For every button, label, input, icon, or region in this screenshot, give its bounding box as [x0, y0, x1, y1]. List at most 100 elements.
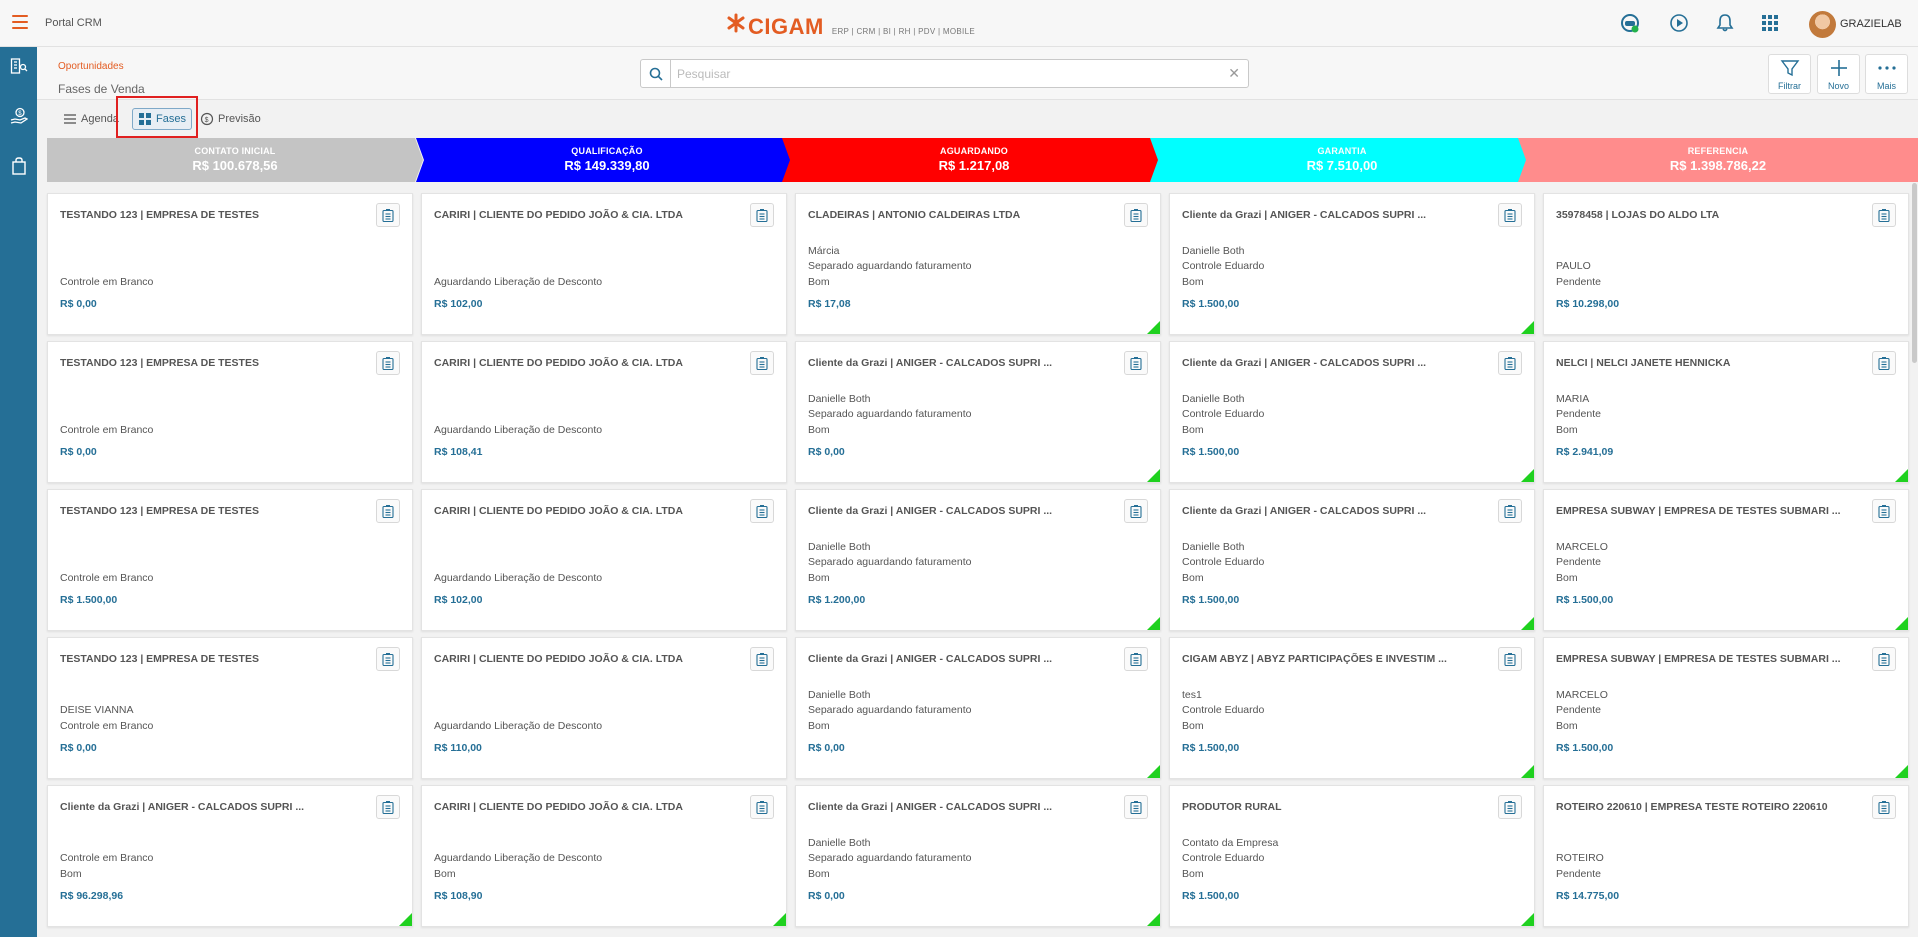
opportunity-card[interactable]: Cliente da Grazi | ANIGER - CALCADOS SUP…	[1169, 193, 1535, 335]
card-title: CIGAM ABYZ | ABYZ PARTICIPAÇÕES E INVEST…	[1182, 653, 1447, 665]
hand-money-icon[interactable]: $	[10, 107, 29, 125]
opportunity-card[interactable]: Cliente da Grazi | ANIGER - CALCADOS SUP…	[795, 637, 1161, 779]
opportunity-card[interactable]: CARIRI | CLIENTE DO PEDIDO JOÃO & CIA. L…	[421, 341, 787, 483]
card-details-icon[interactable]	[376, 647, 400, 671]
opportunity-card[interactable]: 35978458 | LOJAS DO ALDO LTA PAULO Pendent…	[1543, 193, 1909, 335]
card-detail-line: Controle Eduardo	[1182, 556, 1265, 568]
phase-5[interactable]: REFERENCIA R$ 1.398.786,22	[1518, 138, 1918, 182]
card-details-icon[interactable]	[1124, 795, 1148, 819]
opportunity-card[interactable]: NELCI | NELCI JANETE HENNICKA MARIA Penden…	[1543, 341, 1909, 483]
shopping-bag-icon[interactable]	[10, 157, 28, 175]
opportunity-card[interactable]: ROTEIRO 220610 | EMPRESA TESTE ROTEIRO 2…	[1543, 785, 1909, 927]
opportunity-card[interactable]: EMPRESA SUBWAY | EMPRESA DE TESTES SUBMA…	[1543, 489, 1909, 631]
card-details-icon[interactable]	[750, 647, 774, 671]
board-scrollbar[interactable]	[1912, 183, 1917, 363]
card-details-icon[interactable]	[1498, 647, 1522, 671]
card-details-icon[interactable]	[376, 351, 400, 375]
clear-search-icon[interactable]: ✕	[1228, 65, 1240, 81]
card-details: Danielle Both Separado aguardando faturam…	[808, 836, 971, 883]
opportunity-card[interactable]: EMPRESA SUBWAY | EMPRESA DE TESTES SUBMA…	[1543, 637, 1909, 779]
opportunity-card[interactable]: Cliente da Grazi | ANIGER - CALCADOS SUP…	[1169, 489, 1535, 631]
card-details-icon[interactable]	[1872, 795, 1896, 819]
card-details-icon[interactable]	[1124, 499, 1148, 523]
card-details-icon[interactable]	[1498, 203, 1522, 227]
card-details: MARCELO Pendente Bom	[1556, 540, 1608, 587]
search-input[interactable]	[677, 64, 1217, 83]
phase-4[interactable]: GARANTIA R$ 7.510,00	[1150, 138, 1534, 182]
card-details-icon[interactable]	[750, 499, 774, 523]
company-search-icon[interactable]	[10, 57, 28, 75]
tab-agenda[interactable]: Agenda	[58, 108, 124, 130]
card-details-icon[interactable]	[750, 795, 774, 819]
card-details-icon[interactable]	[1498, 499, 1522, 523]
card-value: R$ 0,00	[60, 742, 97, 754]
phase-1[interactable]: CONTATO INICIAL R$ 100.678,56	[47, 138, 423, 182]
opportunity-card[interactable]: PRODUTOR RURAL Contato da Empresa Controle…	[1169, 785, 1535, 927]
opportunity-card[interactable]: CLADEIRAS | ANTONIO CALDEIRAS LTDA Márcia…	[795, 193, 1161, 335]
opportunity-card[interactable]: TESTANDO 123 | EMPRESA DE TESTES Controle…	[47, 341, 413, 483]
breadcrumb-oportunidades[interactable]: Oportunidades	[58, 61, 124, 72]
status-corner-flag	[1895, 765, 1908, 778]
money-forecast-icon: $	[200, 112, 214, 126]
opportunity-card[interactable]: Cliente da Grazi | ANIGER - CALCADOS SUP…	[795, 785, 1161, 927]
user-avatar[interactable]	[1809, 11, 1836, 38]
notifications-bell-icon[interactable]	[1715, 13, 1735, 33]
opportunity-card[interactable]: TESTANDO 123 | EMPRESA DE TESTES Controle…	[47, 193, 413, 335]
menu-icon[interactable]	[12, 15, 28, 29]
opportunity-card[interactable]: Cliente da Grazi | ANIGER - CALCADOS SUP…	[1169, 341, 1535, 483]
card-value: R$ 96.298,96	[60, 890, 124, 902]
opportunity-card[interactable]: CARIRI | CLIENTE DO PEDIDO JOÃO & CIA. L…	[421, 193, 787, 335]
more-button[interactable]: Mais	[1865, 54, 1908, 94]
new-button[interactable]: Novo	[1817, 54, 1860, 94]
filter-button[interactable]: Filtrar	[1768, 54, 1811, 94]
opportunity-card[interactable]: CARIRI | CLIENTE DO PEDIDO JOÃO & CIA. L…	[421, 785, 787, 927]
card-detail-line: Aguardando Liberação de Desconto	[434, 275, 603, 288]
search-icon[interactable]	[641, 60, 671, 87]
card-details-icon[interactable]	[1498, 795, 1522, 819]
card-details-icon[interactable]	[376, 795, 400, 819]
card-details-icon[interactable]	[1124, 647, 1148, 671]
card-detail-line: Bom	[1182, 867, 1204, 880]
card-details-icon[interactable]	[1872, 351, 1896, 375]
card-details-icon[interactable]	[376, 499, 400, 523]
card-details-icon[interactable]	[750, 351, 774, 375]
card-details-icon[interactable]	[1124, 351, 1148, 375]
opportunity-card[interactable]: CARIRI | CLIENTE DO PEDIDO JOÃO & CIA. L…	[421, 637, 787, 779]
card-details-icon[interactable]	[1498, 351, 1522, 375]
card-details-icon[interactable]	[1124, 203, 1148, 227]
card-detail-line: Aguardando Liberação de Desconto	[434, 852, 603, 864]
card-details: Aguardando Liberação de Desconto	[434, 423, 602, 439]
tab-previsao[interactable]: $ Previsão	[195, 108, 266, 130]
card-details-icon[interactable]	[750, 203, 774, 227]
card-value: R$ 17,08	[808, 298, 851, 310]
phase-column: TESTANDO 123 | EMPRESA DE TESTES Controle…	[47, 193, 413, 933]
tab-previsao-label: Previsão	[218, 113, 261, 125]
opportunity-card[interactable]: Cliente da Grazi | ANIGER - CALCADOS SUP…	[795, 489, 1161, 631]
card-details-icon[interactable]	[376, 203, 400, 227]
card-details-icon[interactable]	[1872, 647, 1896, 671]
phase-column: CARIRI | CLIENTE DO PEDIDO JOÃO & CIA. L…	[421, 193, 787, 933]
card-title: CARIRI | CLIENTE DO PEDIDO JOÃO & CIA. L…	[434, 357, 683, 369]
card-details-icon[interactable]	[1872, 499, 1896, 523]
page-title: Fases de Venda	[58, 82, 145, 96]
card-detail-line: Danielle Both	[808, 392, 871, 405]
support-status-icon[interactable]	[1620, 13, 1640, 33]
card-details-icon[interactable]	[1872, 203, 1896, 227]
opportunity-card[interactable]: TESTANDO 123 | EMPRESA DE TESTES Controle…	[47, 489, 413, 631]
opportunity-card[interactable]: TESTANDO 123 | EMPRESA DE TESTES DEISE VI…	[47, 637, 413, 779]
card-details: MARCELO Pendente Bom	[1556, 688, 1608, 735]
tab-fases[interactable]: Fases	[132, 108, 192, 130]
card-value: R$ 1.500,00	[1182, 298, 1240, 310]
card-detail-line: Pendente	[1556, 704, 1601, 716]
card-title: ROTEIRO 220610 | EMPRESA TESTE ROTEIRO 2…	[1556, 801, 1828, 813]
opportunity-card[interactable]: CARIRI | CLIENTE DO PEDIDO JOÃO & CIA. L…	[421, 489, 787, 631]
user-name[interactable]: GRAZIELAB	[1840, 18, 1902, 30]
opportunity-card[interactable]: Cliente da Grazi | ANIGER - CALCADOS SUP…	[47, 785, 413, 927]
phase-2[interactable]: QUALIFICAÇÃO R$ 149.339,80	[416, 138, 798, 182]
play-video-icon[interactable]	[1669, 13, 1689, 33]
opportunity-card[interactable]: Cliente da Grazi | ANIGER - CALCADOS SUP…	[795, 341, 1161, 483]
apps-grid-icon[interactable]	[1760, 13, 1780, 33]
card-title: CARIRI | CLIENTE DO PEDIDO JOÃO & CIA. L…	[434, 801, 683, 813]
phase-3[interactable]: AGUARDANDO R$ 1.217,08	[782, 138, 1166, 182]
opportunity-card[interactable]: CIGAM ABYZ | ABYZ PARTICIPAÇÕES E INVEST…	[1169, 637, 1535, 779]
